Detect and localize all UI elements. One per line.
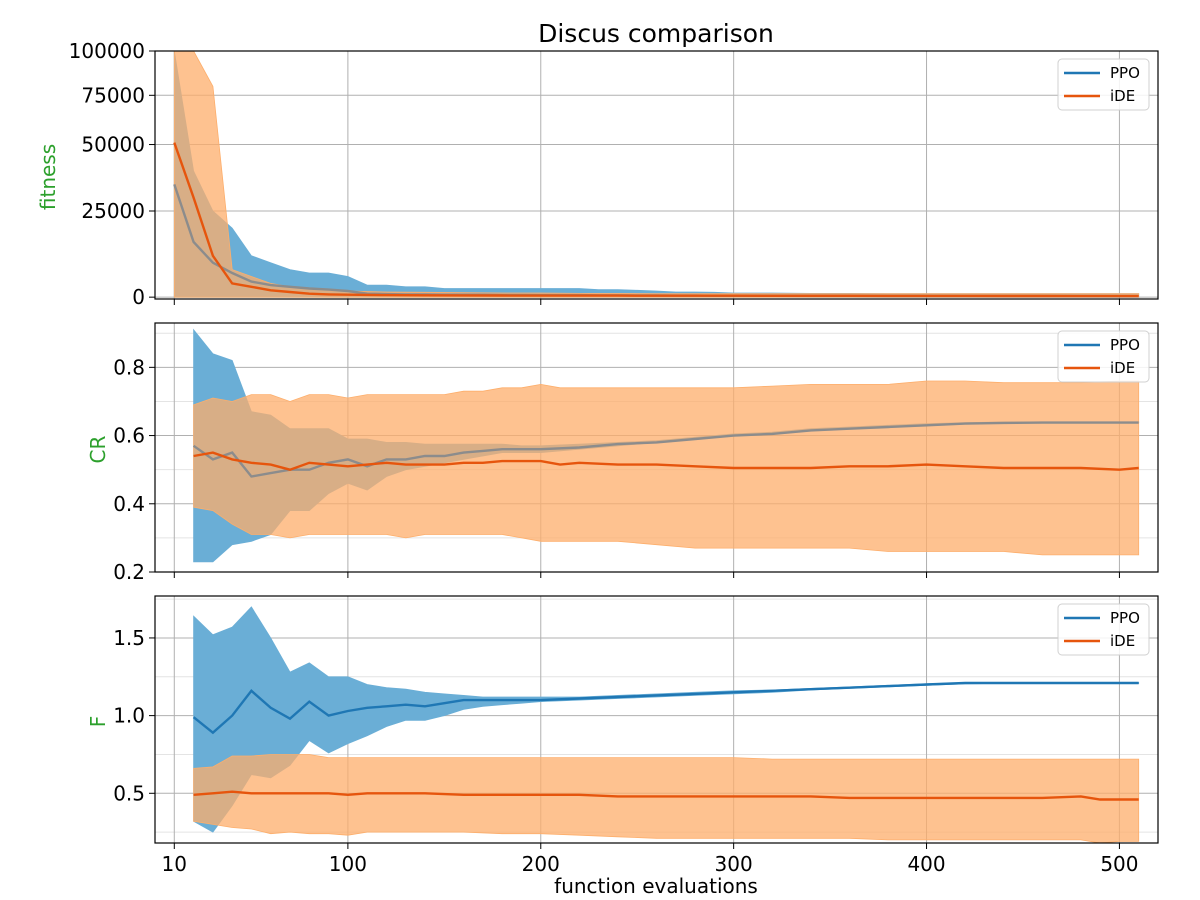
- x-axis-label: function evaluations: [554, 874, 758, 898]
- plot-area: [192, 328, 1140, 563]
- legend-box: [1057, 58, 1150, 111]
- legend-box: [1057, 603, 1150, 656]
- y-tick-label: 1.0: [113, 704, 145, 728]
- y-tick-label: 0.6: [113, 424, 145, 448]
- y-tick-label: 100000: [69, 39, 145, 63]
- panel-f: 0.5 1.0 1.5 10 100 200 300 400 500 F PPO iDE: [86, 595, 1159, 876]
- y-tick-label: 75000: [81, 83, 145, 107]
- legend-label-ppo: PPO: [1110, 64, 1140, 82]
- chart-title: Discus comparison: [538, 19, 774, 48]
- y-tick-label: 0.2: [113, 560, 145, 584]
- ppo-band: [173, 51, 1140, 298]
- y-tick-label: 1.5: [113, 626, 145, 650]
- ide-band: [173, 51, 1140, 298]
- y-tick-label: 0.8: [113, 355, 145, 379]
- axes-frame: [154, 322, 1159, 573]
- ide-line: [173, 142, 1139, 298]
- ide-band: [193, 380, 1140, 556]
- legend-label-ppo: PPO: [1110, 609, 1140, 627]
- plot-area: [192, 606, 1140, 843]
- y-tick-label: 0: [132, 285, 145, 309]
- legend: PPO iDE: [1057, 330, 1150, 383]
- ppo-line: [192, 681, 1139, 735]
- ide-line: [193, 451, 1139, 471]
- x-tick-label: 10: [162, 852, 187, 876]
- x-tick-label: 300: [715, 852, 753, 876]
- legend: PPO iDE: [1057, 603, 1150, 656]
- legend-box: [1057, 330, 1150, 383]
- legend-label-ide: iDE: [1110, 632, 1135, 650]
- legend: PPO iDE: [1057, 58, 1150, 111]
- x-tick-label: 200: [522, 852, 560, 876]
- x-tick-label: 500: [1100, 852, 1138, 876]
- legend-label-ide: iDE: [1110, 359, 1135, 377]
- panels: 0250005000075000100000fitnessPPOiDE0.20.…: [36, 39, 1159, 876]
- y-tick-label: 0.5: [113, 781, 145, 805]
- y-tick-label: 50000: [81, 133, 145, 157]
- ppo-line: [192, 421, 1139, 478]
- axes-frame: [154, 595, 1159, 844]
- panel-fitness: 0 25000 50000 75000 100000 fitness PPO iDE: [36, 39, 1159, 309]
- ide-band: [193, 754, 1140, 843]
- axes-frame: [154, 50, 1159, 300]
- y-tick-label: 25000: [81, 199, 145, 223]
- y-axis-label: CR: [86, 435, 110, 463]
- x-tick-label: 400: [907, 852, 945, 876]
- legend-label-ppo: PPO: [1110, 336, 1140, 354]
- legend-label-ide: iDE: [1110, 87, 1135, 105]
- y-tick-label: 0.4: [113, 492, 145, 516]
- y-axis-label: F: [86, 716, 110, 728]
- plot-area: [173, 51, 1140, 298]
- panel-cr: 0.2 0.4 0.6 0.8 CR PPO iDE: [86, 322, 1159, 584]
- x-tick-label: 100: [329, 852, 367, 876]
- y-axis-label: fitness: [36, 144, 60, 210]
- ide-line: [193, 790, 1139, 801]
